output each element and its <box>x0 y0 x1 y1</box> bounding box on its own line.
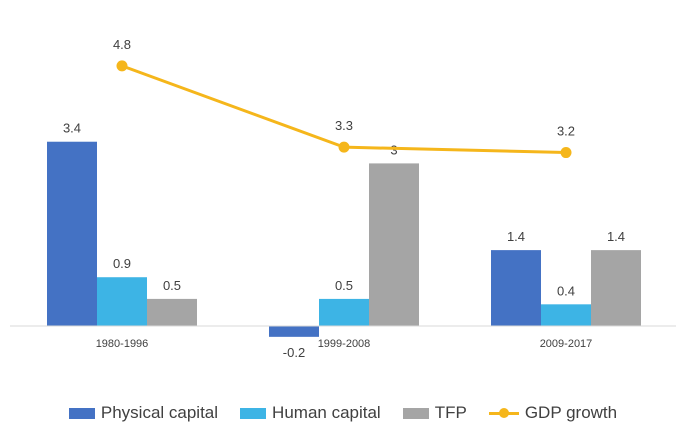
bar-human-capital-1999-2008 <box>319 298 369 326</box>
legend: Physical capital Human capital TFP GDP g… <box>0 400 686 426</box>
data-label-gdp-growth-1999-2008: 3.3 <box>335 118 353 133</box>
legend-swatch-physical-capital <box>68 407 95 419</box>
bar-human-capital-1980-1996 <box>97 277 147 326</box>
bar-tfp-1999-2008 <box>369 163 419 326</box>
legend-label-gdp-growth: GDP growth <box>524 403 618 422</box>
legend-label-physical-capital: Physical capital <box>100 403 219 422</box>
data-label-human-capital-1980-1996: 0.9 <box>113 256 131 271</box>
line-gdp-growth <box>121 64 567 155</box>
legend-item-gdp-growth: GDP growth <box>488 403 618 423</box>
data-label-gdp-growth-1980-1996: 4.8 <box>113 37 131 52</box>
bar-physical-capital-1999-2008 <box>269 326 319 337</box>
legend-item-physical-capital: Physical capital <box>68 403 219 423</box>
legend-label-human-capital: Human capital <box>272 403 381 422</box>
legend-item-human-capital: Human capital <box>240 403 381 423</box>
chart: 3.4 -0.2 1.4 0.9 0.5 0.4 0.5 3 1.4 1980-1996 1999-… <box>10 37 676 360</box>
data-label-physical-capital-1999-2008: -0.2 <box>283 345 305 360</box>
bar-human-capital-2009-2017 <box>541 304 591 326</box>
bar-physical-capital-1980-1996 <box>47 141 97 326</box>
data-label-human-capital-1999-2008: 0.5 <box>335 278 353 293</box>
data-label-tfp-2009-2017: 1.4 <box>607 229 625 244</box>
data-label-human-capital-2009-2017: 0.4 <box>557 283 575 298</box>
bar-tfp-2009-2017 <box>591 250 641 326</box>
data-label-physical-capital-2009-2017: 1.4 <box>507 229 525 244</box>
data-label-tfp-1980-1996: 0.5 <box>163 278 181 293</box>
x-tick-label-1999-2008: 1999-2008 <box>318 338 371 350</box>
legend-swatch-human-capital <box>240 407 267 419</box>
data-label-tfp-1999-2008: 3 <box>390 142 397 157</box>
x-tick-label-2009-2017: 2009-2017 <box>540 338 593 350</box>
point-gdp-growth-2009-2017 <box>560 147 572 159</box>
point-gdp-growth-1980-1996 <box>116 60 128 72</box>
legend-label-tfp: TFP <box>434 403 467 422</box>
bar-tfp-1980-1996 <box>147 298 197 326</box>
data-label-physical-capital-1980-1996: 3.4 <box>63 121 81 136</box>
x-tick-label-1980-1996: 1980-1996 <box>96 338 149 350</box>
legend-swatch-gdp-growth <box>488 407 519 419</box>
data-label-gdp-growth-2009-2017: 3.2 <box>557 124 575 139</box>
legend-item-tfp: TFP <box>402 403 467 423</box>
bar-physical-capital-2009-2017 <box>491 250 541 326</box>
point-gdp-growth-1999-2008 <box>338 141 350 153</box>
legend-swatch-tfp <box>402 407 429 419</box>
